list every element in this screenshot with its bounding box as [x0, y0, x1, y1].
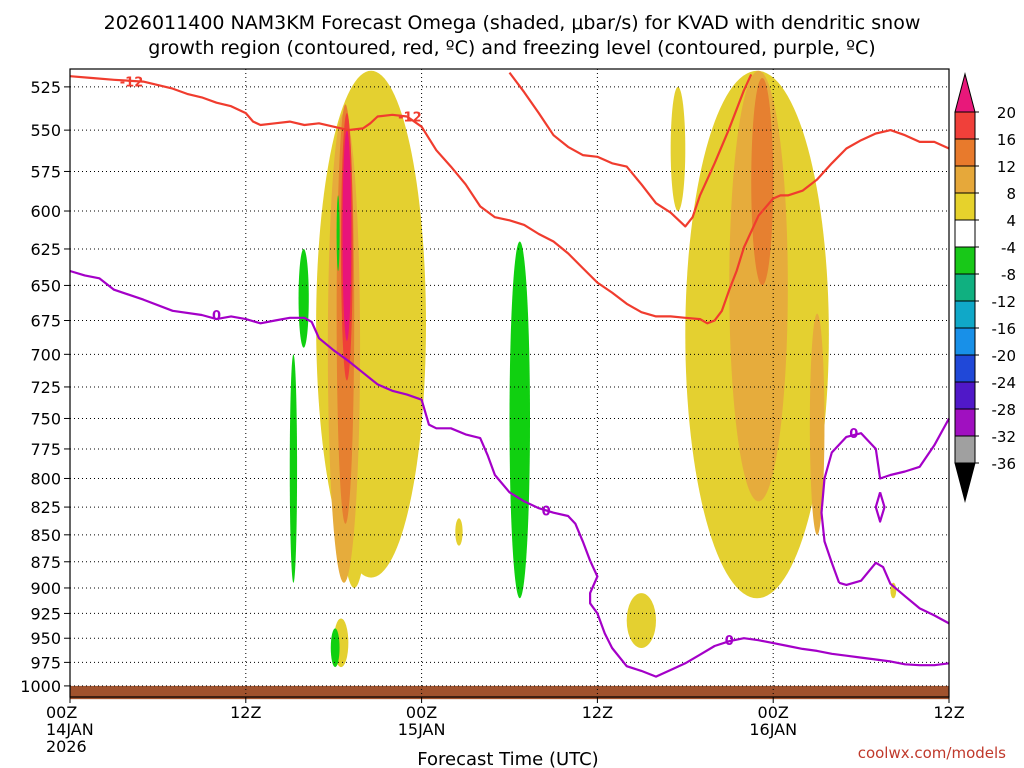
x-tick-label-5-0: 12Z	[933, 703, 964, 722]
y-tick-label-725: 725	[30, 378, 61, 397]
contour-3	[69, 269, 950, 678]
colorbar-swatch-2	[954, 138, 976, 167]
y-tick-label-625: 625	[30, 240, 61, 259]
colorbar-swatch-4	[954, 192, 976, 221]
x-tick-label-0-2: 2026	[46, 737, 87, 756]
contour-0	[69, 75, 408, 132]
colorbar-swatch-11	[954, 381, 976, 410]
y-tick-label-525: 525	[30, 78, 61, 97]
y-tick-label-575: 575	[30, 162, 61, 181]
colorbar-swatch-3	[954, 165, 976, 194]
terrain-band	[70, 685, 949, 700]
colorbar-swatch-13	[954, 435, 976, 464]
y-tick-label-925: 925	[30, 604, 61, 623]
y-tick-label-775: 775	[30, 440, 61, 459]
contour-5	[838, 561, 950, 625]
omega-region-10	[670, 86, 686, 212]
y-tick-label-875: 875	[30, 553, 61, 572]
colorbar-label-2: 12	[997, 158, 1016, 176]
y-tick-label-975: 975	[30, 653, 61, 672]
colorbar-label-13: -36	[992, 455, 1017, 473]
contour-4	[820, 417, 950, 584]
title-line-2: growth region (contoured, red, ºC) and f…	[148, 37, 875, 59]
contour-1	[406, 115, 950, 325]
plot-area: -12 -12 0 0 0 0	[69, 68, 950, 700]
colorbar-swatch-8	[954, 300, 976, 329]
y-axis: 525 550 575 600 625 650 675 700 725 750 775 800 825 8…	[20, 78, 70, 696]
y-tick-label-650: 650	[30, 276, 61, 295]
freezing-label-1: 0	[212, 309, 221, 324]
x-tick-label-2-0: 00Z	[406, 703, 437, 722]
plot-frame	[69, 68, 950, 698]
x-tick-label-3-0: 12Z	[582, 703, 613, 722]
colorbar-label-3: 8	[1006, 185, 1016, 203]
colorbar-label-5: -4	[1001, 239, 1016, 257]
omega-region-13	[455, 518, 463, 546]
y-tick-label-675: 675	[30, 312, 61, 331]
dgz-label-1: -12	[120, 76, 144, 91]
title-line-1: 2026011400 NAM3KM Forecast Omega (shaded…	[104, 12, 921, 34]
y-tick-label-900: 900	[30, 579, 61, 598]
contour-2	[508, 71, 753, 228]
colorbar-swatch-9	[954, 327, 976, 356]
x-tick-label-4-1: 16JAN	[749, 720, 797, 739]
colorbar-swatch-10	[954, 354, 976, 383]
colorbar-label-6: -8	[1001, 266, 1016, 284]
y-tick-label-825: 825	[30, 498, 61, 517]
colorbar-label-11: -28	[992, 401, 1017, 419]
dgz-label-2: -12	[398, 111, 422, 126]
y-tick-label-800: 800	[30, 469, 61, 488]
colorbar-swatch-12	[954, 408, 976, 437]
freezing-label-4: 0	[849, 427, 858, 442]
colorbar-label-12: -32	[992, 428, 1017, 446]
omega-region-19	[336, 195, 340, 272]
x-axis-title: Forecast Time (UTC)	[417, 749, 598, 768]
omega-region-15	[298, 248, 309, 348]
chart-title: 2026011400 NAM3KM Forecast Omega (shaded…	[104, 12, 921, 59]
y-tick-label-750: 750	[30, 409, 61, 428]
y-tick-label-550: 550	[30, 121, 61, 140]
y-tick-label-600: 600	[30, 202, 61, 221]
omega-region-18	[330, 628, 340, 668]
y-tick-label-950: 950	[30, 629, 61, 648]
omega-region-17	[509, 241, 531, 599]
y-tick-label-850: 850	[30, 526, 61, 545]
x-tick-label-0-0: 00Z	[46, 703, 77, 722]
colorbar-label-7: -12	[992, 293, 1017, 311]
colorbar-swatch-1	[954, 111, 976, 140]
colorbar-swatch-7	[954, 273, 976, 302]
omega-region-5	[342, 130, 352, 341]
y-tick-label-1000: 1000	[20, 677, 61, 696]
credit-text: coolwx.com/models	[858, 744, 1006, 762]
omega-region-11	[626, 593, 656, 648]
y-tick-label-700: 700	[30, 345, 61, 364]
freezing-label-3: 0	[725, 634, 734, 649]
contour-6	[874, 491, 886, 523]
x-tick-label-0-1: 14JAN	[46, 720, 94, 739]
colorbar: 20 16 12 8 4 -4 -8 -12 -16 -20 -24 -28 -32 -36	[954, 72, 1017, 503]
omega-region-16	[289, 354, 298, 583]
omega-region-9	[809, 313, 825, 535]
colorbar-label-4: 4	[1006, 212, 1016, 230]
colorbar-bottom-arrow	[954, 462, 976, 503]
x-tick-label-1-0: 12Z	[230, 703, 261, 722]
x-tick-label-2-1: 15JAN	[398, 720, 446, 739]
colorbar-label-8: -16	[992, 320, 1017, 338]
colorbar-label-0: 20	[997, 104, 1016, 122]
omega-region-8	[751, 77, 774, 286]
colorbar-top-arrow	[954, 72, 976, 113]
x-tick-label-4-0: 00Z	[758, 703, 789, 722]
colorbar-label-1: 16	[997, 131, 1016, 149]
colorbar-swatch-5	[954, 219, 976, 248]
colorbar-label-10: -24	[992, 374, 1017, 392]
colorbar-swatch-6	[954, 246, 976, 275]
colorbar-label-9: -20	[992, 347, 1017, 365]
freezing-label-2: 0	[542, 504, 551, 519]
